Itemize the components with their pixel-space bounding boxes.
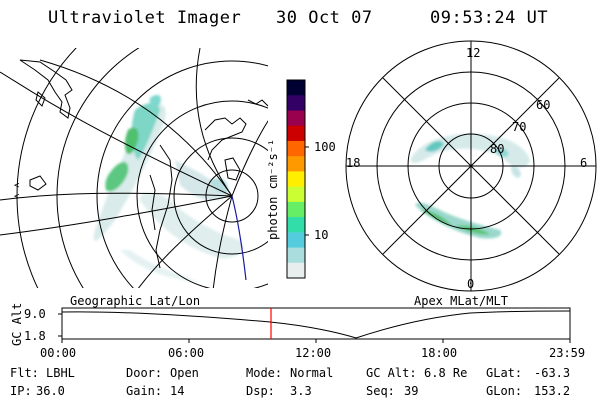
altitude-xtick-0: 00:00 [40, 346, 77, 360]
gain-value: 14 [170, 384, 185, 398]
colorbar-segment [287, 156, 305, 172]
svg-text:<: < [14, 192, 20, 202]
altitude-ylabel: GC Alt [10, 302, 24, 346]
colorbar-segment [287, 125, 305, 142]
gc-alt-value: 6.8 Re [424, 366, 468, 380]
mlat-label-70: 70 [512, 120, 527, 134]
colorbar-segment [287, 95, 305, 111]
latitude-grid [16, 48, 268, 288]
ip-label: IP: [10, 384, 32, 398]
color-scale-bar [287, 80, 305, 279]
glon-value: 153.2 [534, 384, 571, 398]
altitude-x-ticks [61, 339, 571, 343]
coastlines [19, 59, 268, 269]
mlt-label-12: 12 [466, 46, 481, 60]
flt-value: LBHL [46, 366, 75, 380]
gc-alt-label: GC Alt: [366, 366, 417, 380]
dsp-value: 3.3 [290, 384, 312, 398]
colorbar-segment [287, 201, 305, 218]
seq-label: Seq: [366, 384, 395, 398]
door-label: Door: [126, 366, 163, 380]
colorbar-segment [287, 80, 305, 96]
colorbar-label-10: 10 [314, 228, 329, 242]
altitude-xtick-1: 06:00 [168, 346, 205, 360]
seq-value: 39 [404, 384, 419, 398]
colorbar-segment [287, 262, 305, 279]
altitude-ytick-high: 9.0 [24, 307, 46, 321]
mlt-label-6: 6 [580, 156, 588, 170]
left-panel-caption: Geographic Lat/Lon [70, 294, 201, 308]
altitude-xtick-3: 18:00 [421, 346, 458, 360]
right-panel-caption: Apex MLat/MLT [414, 294, 508, 308]
altitude-ytick-low: 1.8 [24, 329, 46, 343]
aurora-emission-right [410, 133, 530, 239]
mlat-label-80: 80 [490, 142, 505, 156]
mode-label: Mode: [246, 366, 283, 380]
dsp-label: Dsp: [246, 384, 275, 398]
date-label: 30 Oct 07 [276, 8, 373, 28]
colorbar-segment [287, 171, 305, 188]
satellite-ground-track [231, 195, 247, 281]
colorbar-label-100: 100 [314, 140, 336, 154]
flt-label: Flt: [10, 366, 39, 380]
altitude-plot-frame [61, 307, 571, 340]
colorbar-segment [287, 232, 305, 249]
glon-label: GLon: [486, 384, 523, 398]
altitude-xtick-4: 23:59 [549, 346, 586, 360]
colorbar-segment [287, 247, 305, 264]
time-label: 09:53:24 UT [430, 8, 549, 28]
door-value: Open [170, 366, 199, 380]
mlt-label-0: 0 [467, 277, 475, 291]
colorbar-segment [287, 217, 305, 233]
glat-value: -63.3 [534, 366, 571, 380]
glat-label: GLat: [486, 366, 523, 380]
polar-plot [410, 133, 530, 239]
mlt-label-18: 18 [346, 156, 361, 170]
altitude-xtick-2: 12:00 [295, 346, 332, 360]
instrument-title: Ultraviolet Imager [48, 8, 242, 28]
mlat-label-60: 60 [536, 98, 551, 112]
mode-value: Normal [290, 366, 334, 380]
gain-label: Gain: [126, 384, 163, 398]
colorbar-unit-label: photon cm⁻²s⁻¹ [266, 138, 280, 240]
geographic-map [0, 48, 268, 288]
offscale-marker: < [14, 181, 20, 191]
altitude-curve [61, 310, 571, 339]
colorbar-segment [287, 186, 305, 203]
colorbar-segment [287, 140, 305, 157]
colorbar-frame [286, 79, 306, 279]
longitude-grid [0, 48, 268, 288]
polar-grid [345, 40, 597, 292]
ip-value: 36.0 [36, 384, 65, 398]
colorbar-segment [287, 110, 305, 127]
